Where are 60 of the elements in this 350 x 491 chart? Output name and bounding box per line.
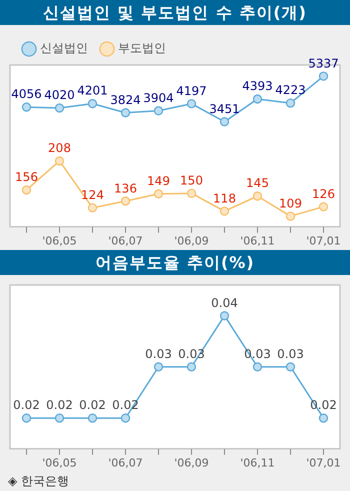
legend-label: 신설법인 [40, 41, 88, 56]
point [186, 99, 196, 108]
chart-title: 신설법인 및 부도법인 수 추이(개) [0, 0, 350, 25]
data-label: 4223 [275, 83, 306, 98]
data-label: 0.02 [46, 398, 73, 412]
x-tick-label: '06,05 [42, 456, 77, 470]
x-tick-label: '06,07 [108, 234, 143, 248]
data-label: 4393 [242, 79, 273, 94]
point [220, 117, 230, 126]
point [154, 189, 164, 198]
data-label: 208 [48, 141, 71, 156]
point [286, 212, 296, 221]
point [22, 102, 32, 112]
x-tick-label: '06,09 [174, 456, 209, 470]
data-label: 136 [114, 181, 137, 196]
data-label: 126 [312, 186, 335, 201]
data-label: 0.02 [13, 398, 40, 412]
data-label: 0.02 [79, 398, 106, 412]
data-label: 3451 [209, 102, 240, 116]
data-label: 0.04 [211, 296, 238, 310]
point [186, 188, 196, 198]
point [120, 196, 130, 206]
data-label: 0.03 [277, 347, 304, 362]
data-label: 150 [180, 173, 203, 188]
point [318, 202, 328, 212]
data-label: 4020 [44, 88, 75, 102]
point [252, 94, 262, 104]
x-tick-label: '06,07 [108, 456, 143, 470]
point [154, 106, 164, 116]
point [286, 98, 296, 108]
point [54, 156, 64, 166]
x-tick-label: '07,01 [306, 456, 341, 470]
data-label: 3904 [143, 90, 174, 105]
x-tick-label: '06,05 [42, 234, 77, 248]
data-label: 4197 [176, 84, 207, 98]
point [54, 103, 64, 113]
point [252, 192, 262, 201]
x-tick-label: '06,09 [174, 234, 209, 248]
data-label: 149 [147, 174, 170, 188]
data-label: 156 [15, 170, 38, 184]
data-label: 5337 [308, 56, 339, 70]
data-label: 118 [213, 191, 236, 206]
x-tick-label: '06,11 [240, 456, 275, 470]
data-label: 4201 [77, 84, 108, 98]
point [22, 185, 32, 195]
point [88, 99, 98, 108]
x-tick-label: '07,01 [306, 234, 341, 248]
x-tick-label: '06,11 [240, 234, 275, 248]
point [220, 206, 230, 216]
chart-title: 어음부도율 추이(%) [0, 250, 350, 275]
data-label: 109 [279, 196, 302, 210]
text: ◈ 한국은행 [7, 473, 70, 490]
data-label: 3824 [110, 92, 141, 107]
point [120, 108, 130, 118]
point [88, 203, 98, 212]
point [318, 72, 328, 81]
data-label: 4056 [11, 87, 42, 102]
data-label: 0.03 [145, 347, 172, 362]
data-label: 145 [246, 176, 269, 190]
legend-label: 부도법인 [118, 41, 166, 56]
